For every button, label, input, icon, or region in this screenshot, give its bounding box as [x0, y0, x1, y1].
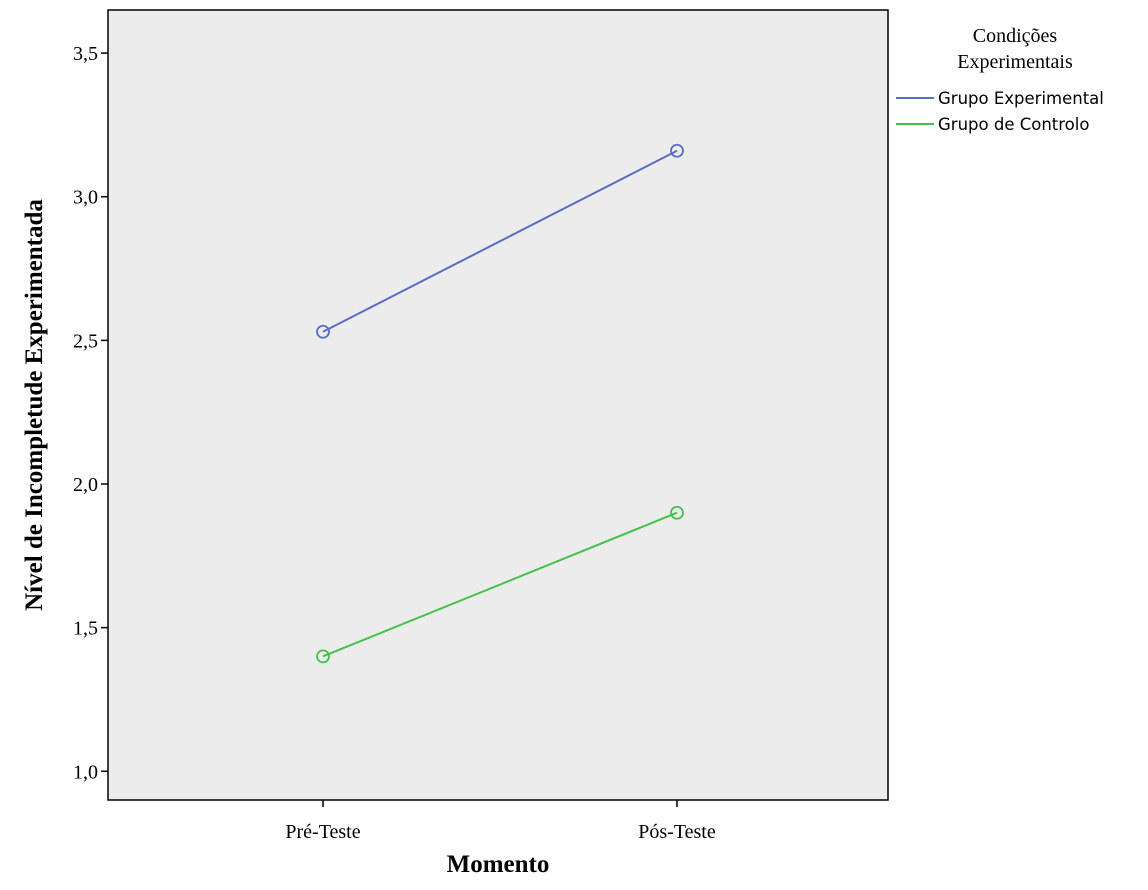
y-axis-title: Nível de Incompletude Experimentada: [21, 199, 48, 611]
legend-title-line-2: Experimentais: [957, 51, 1073, 73]
x-axis-title: Momento: [447, 851, 550, 878]
legend-items: Grupo Experimental Grupo de Controlo: [896, 89, 1104, 134]
x-tick-label: Pós-Teste: [638, 821, 716, 843]
series-layer: [316, 143, 684, 664]
legend-label: Grupo de Controlo: [938, 115, 1089, 134]
legend: Condições Experimentais Grupo Experiment…: [896, 25, 1104, 134]
data-point: [316, 649, 330, 664]
series-1: [316, 143, 684, 339]
series-line: [322, 149, 678, 333]
y-tick-label: 3,5: [73, 43, 98, 65]
legend-title-line-1: Condições: [973, 25, 1058, 47]
y-tick-label: 2,0: [73, 474, 98, 496]
legend-item: Grupo de Controlo: [896, 115, 1089, 134]
y-tick-label: 1,0: [73, 761, 98, 783]
legend-label: Grupo Experimental: [938, 89, 1104, 108]
data-point: [316, 324, 330, 339]
y-tick-label: 1,5: [73, 618, 98, 640]
data-point: [670, 505, 684, 520]
x-axis-ticks: Pré-Teste Pós-Teste: [285, 800, 716, 843]
legend-item: Grupo Experimental: [896, 89, 1104, 108]
plot-area: [107, 9, 889, 801]
y-tick-label: 2,5: [73, 330, 98, 352]
data-point: [670, 143, 684, 158]
y-tick-label: 3,0: [73, 187, 98, 209]
series-2: [316, 505, 684, 664]
x-tick-label: Pré-Teste: [285, 821, 360, 843]
y-axis-ticks: 1,0 1,5 2,0 2,5 3,0 3,5: [73, 43, 108, 783]
series-line: [322, 511, 678, 658]
